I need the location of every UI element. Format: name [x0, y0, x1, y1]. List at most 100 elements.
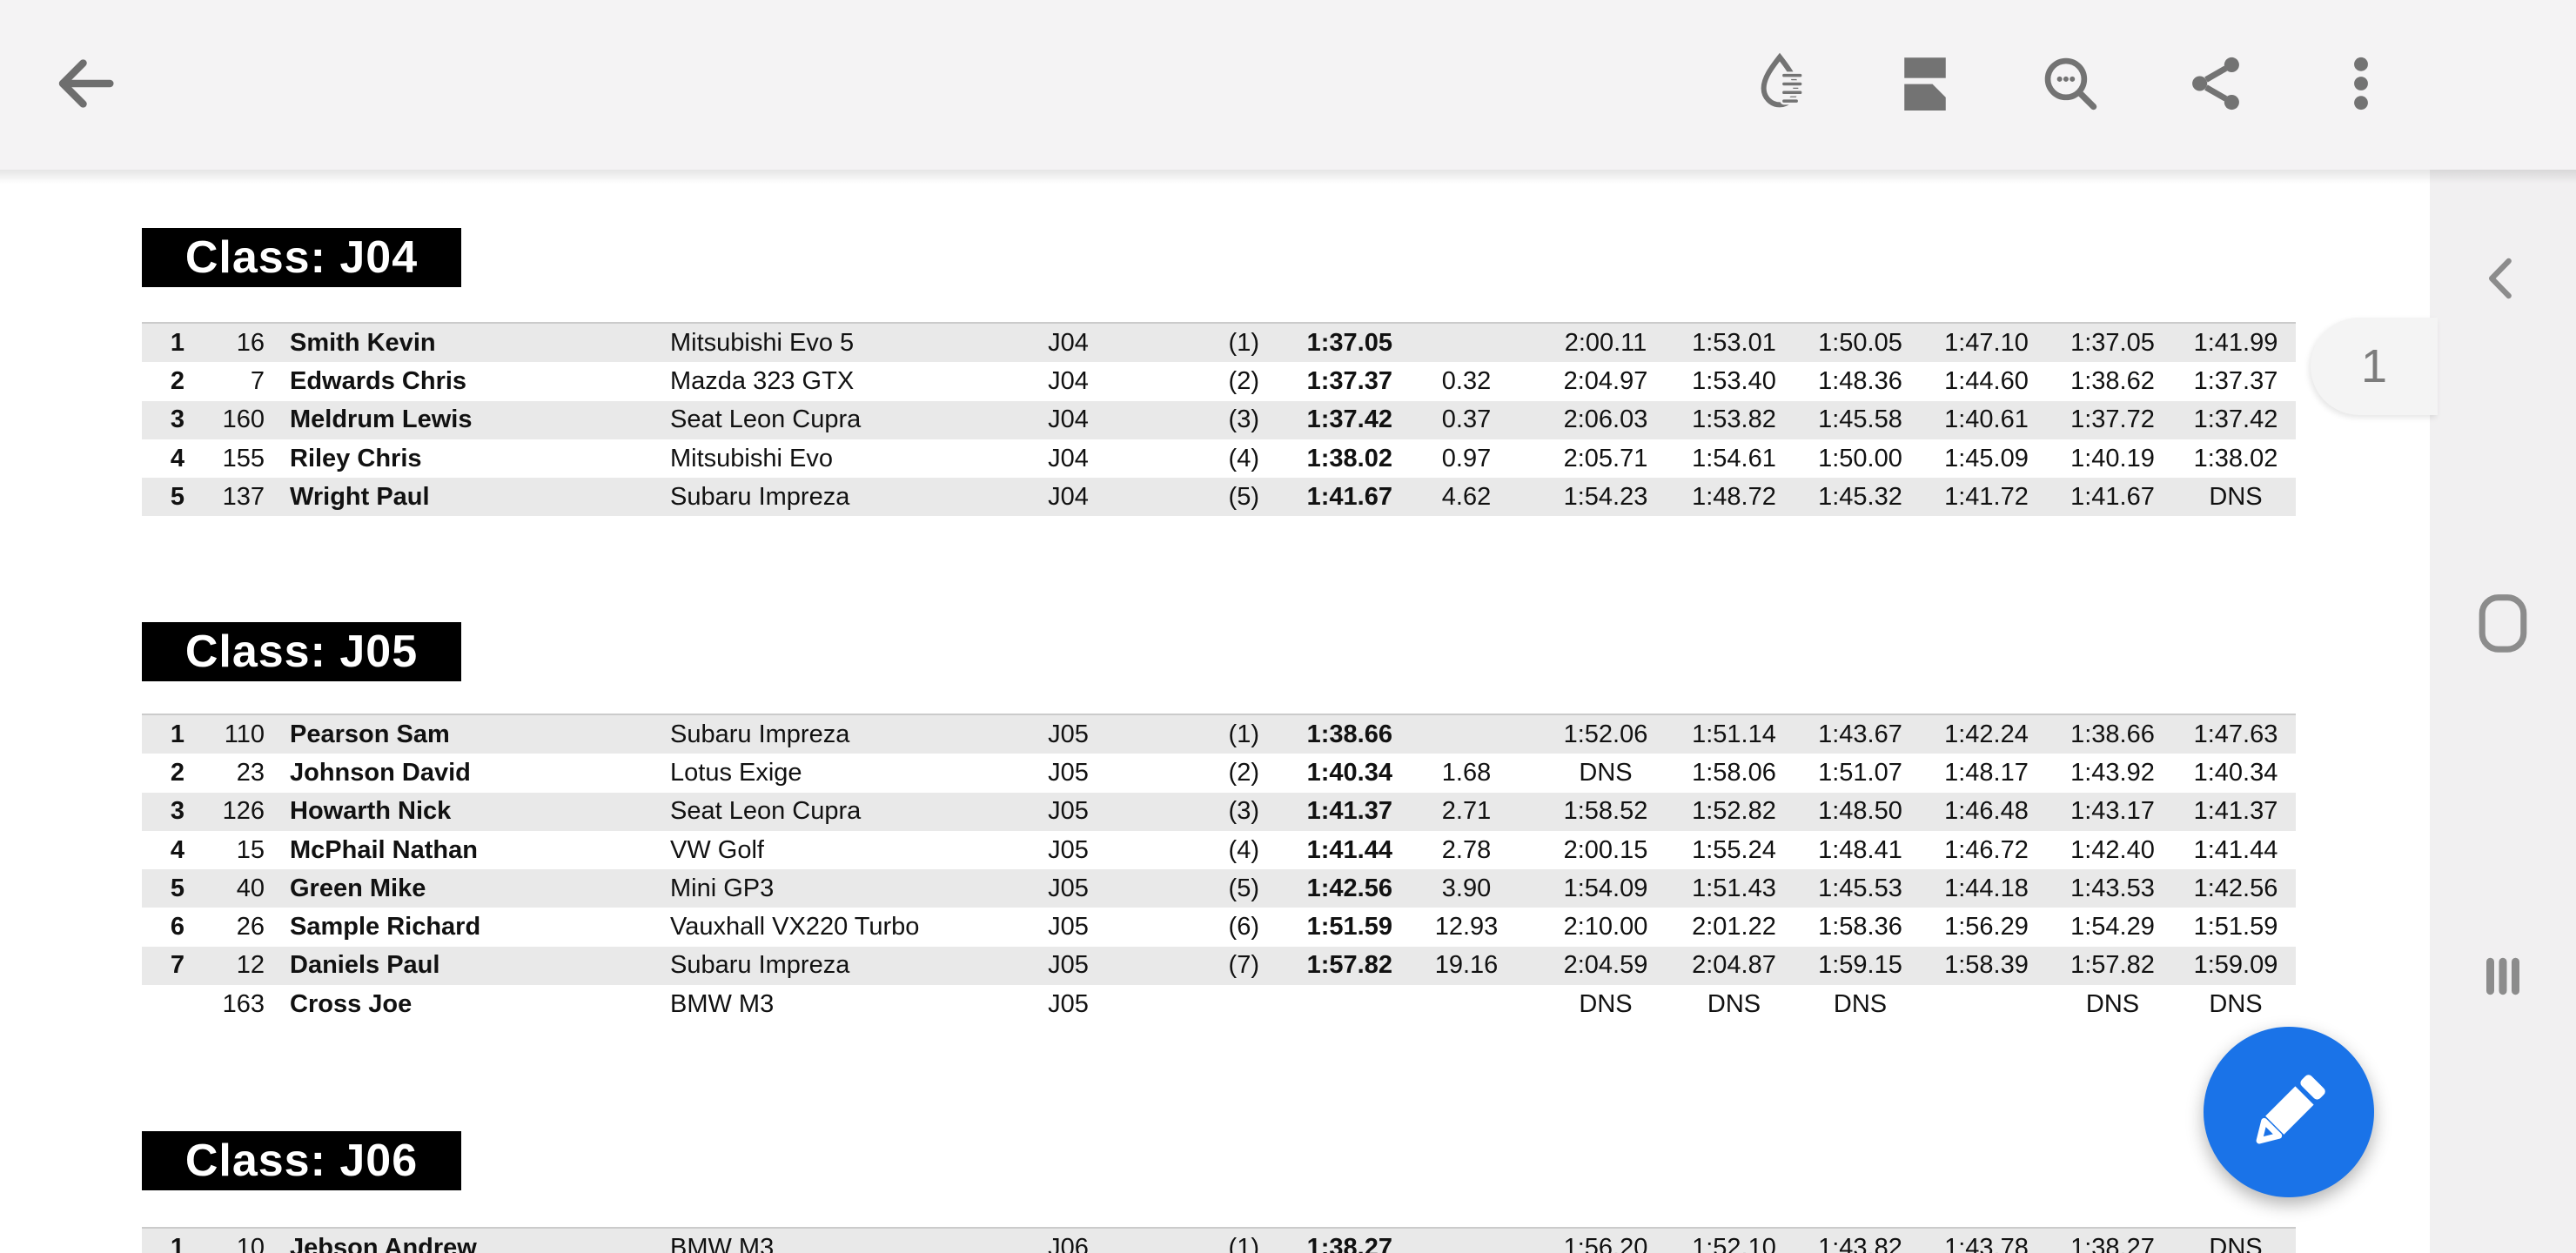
cell-diff: 3.90 — [1392, 869, 1540, 908]
cell-stage-6: 1:41.44 — [2193, 835, 2278, 864]
cell-best — [1266, 985, 1392, 1023]
cell-car: Lotus Exige — [670, 758, 802, 787]
cell-stage-2: DNS — [1707, 989, 1761, 1018]
pdf-page[interactable]: Class: J04 1 16 Smith Kevin Mitsubishi Evo 5… — [0, 170, 2430, 1253]
cell-best: 1:57.82 — [1266, 946, 1392, 986]
cell-cls: J05 — [1010, 869, 1127, 908]
cell-stage-1: 2:06.03 — [1540, 400, 1671, 439]
cell-driver: Cross Joe — [290, 989, 413, 1018]
cell-driver: Green Mike — [268, 869, 670, 908]
cell-pos: 6 — [170, 913, 184, 941]
cell-driver: Smith Kevin — [268, 321, 670, 363]
page-indicator[interactable]: 1 — [2311, 318, 2438, 415]
cell-stage-2: 1:51.14 — [1671, 713, 1797, 754]
cell-pos: 4 — [170, 835, 184, 864]
cell-car: Mazda 323 GTX — [670, 366, 855, 395]
cell-stage-3: 1:48.50 — [1797, 792, 1923, 831]
cell-cls_pos: (6) — [1228, 913, 1259, 941]
cell-best: 1:38.02 — [1306, 444, 1392, 472]
table-row: 6 26 Sample Richard Vauxhall VX220 Turbo J05… — [142, 908, 2296, 946]
share-button[interactable] — [2184, 53, 2248, 117]
cell-stage-6: 1:37.42 — [2176, 400, 2296, 439]
cell-stage-4: 1:44.60 — [1944, 366, 2029, 395]
page-overview-button[interactable] — [2468, 586, 2538, 664]
cell-stage-1: 1:58.52 — [1540, 792, 1671, 831]
back-button[interactable] — [52, 53, 117, 117]
pencil-icon — [2237, 1059, 2341, 1166]
results-table: 1 110 Pearson Sam Subaru Impreza J05 (1) 1:38.… — [142, 713, 2296, 1023]
cell-best: 1:37.37 — [1306, 366, 1392, 395]
cell-stage-6: DNS — [2176, 478, 2296, 517]
cell-stage-1: 1:52.06 — [1540, 713, 1671, 754]
cell-best: 1:41.44 — [1306, 835, 1392, 864]
cell-cls_pos: (5) — [1127, 869, 1266, 908]
page-layout-button[interactable] — [1893, 53, 1957, 117]
cell-stage-3: DNS — [1833, 989, 1888, 1018]
cell-stage-3: 1:48.41 — [1818, 835, 1902, 864]
cell-cls_pos — [1127, 985, 1266, 1023]
cell-pos: 2 — [170, 758, 184, 787]
cell-car: BMW M3 — [670, 989, 775, 1018]
search-button[interactable] — [2038, 53, 2103, 117]
cell-stage-2: 1:54.61 — [1692, 444, 1776, 472]
cell-stage-4: 1:44.18 — [1923, 869, 2049, 908]
cell-cls_pos: (2) — [1228, 366, 1259, 395]
cell-diff: 2.78 — [1441, 835, 1492, 864]
cell-car: Mitsubishi Evo 5 — [670, 321, 1010, 363]
cell-stage-6: 1:40.34 — [2193, 758, 2278, 787]
cell-stage-5: 1:54.29 — [2070, 913, 2155, 941]
cell-pos: 3 — [142, 792, 187, 831]
table-row: 4 155 Riley Chris Mitsubishi Evo J04 (4) 1:38.… — [142, 439, 2296, 478]
toolbar-actions — [1748, 52, 2576, 117]
cell-diff — [1392, 713, 1540, 754]
cell-car: Seat Leon Cupra — [670, 400, 1010, 439]
cell-stage-2: 1:48.72 — [1671, 478, 1797, 517]
cell-num: 26 — [236, 913, 265, 941]
cell-best: 1:51.59 — [1306, 913, 1392, 941]
cell-best: 1:38.27 — [1266, 1226, 1392, 1253]
cell-cls_pos: (4) — [1228, 835, 1259, 864]
top-toolbar — [0, 0, 2576, 170]
cell-stage-3: 1:59.15 — [1797, 946, 1923, 986]
table-row: 163 Cross Joe BMW M3 J05 DNS DNS DNS DNS DNS — [142, 985, 2296, 1023]
more-options-button[interactable] — [2329, 53, 2393, 117]
cell-best: 1:41.67 — [1266, 478, 1392, 517]
cell-stage-6: 1:41.37 — [2176, 792, 2296, 831]
class-header: Class: J05 — [142, 622, 461, 681]
cell-stage-2: 1:58.06 — [1692, 758, 1776, 787]
cell-car: Subaru Impreza — [670, 478, 1010, 517]
cell-num: 160 — [187, 400, 268, 439]
cell-cls: J04 — [1010, 321, 1127, 363]
cell-cls_pos: (5) — [1127, 478, 1266, 517]
cell-stage-3: 1:45.53 — [1797, 869, 1923, 908]
cell-stage-5: 1:42.40 — [2070, 835, 2155, 864]
cell-cls_pos: (1) — [1127, 713, 1266, 754]
panel-handle-button[interactable] — [2468, 942, 2538, 1012]
cell-stage-1: 2:05.71 — [1563, 444, 1648, 472]
cell-stage-1: DNS — [1579, 758, 1633, 787]
cell-best: 1:41.37 — [1266, 792, 1392, 831]
cell-stage-5: 1:41.67 — [2049, 478, 2176, 517]
table-row: 1 110 Pearson Sam Subaru Impreza J05 (1) 1:38.… — [142, 713, 2296, 754]
cell-cls: J05 — [1010, 713, 1127, 754]
cell-cls: J04 — [1048, 444, 1089, 472]
cell-stage-3: 1:45.32 — [1797, 478, 1923, 517]
collapse-panel-button[interactable] — [2468, 245, 2538, 314]
cell-stage-5: 1:38.66 — [2049, 713, 2176, 754]
cell-cls_pos: (1) — [1127, 321, 1266, 363]
edit-fab[interactable] — [2204, 1027, 2374, 1197]
ink-annotations-button[interactable] — [1748, 52, 1812, 117]
cell-driver: Jebson Andrew — [268, 1226, 670, 1253]
cell-diff: 4.62 — [1392, 478, 1540, 517]
cell-stage-2: 1:53.40 — [1692, 366, 1776, 395]
cell-num: 126 — [187, 792, 268, 831]
cell-stage-6: 1:59.09 — [2176, 946, 2296, 986]
chevron-left-icon — [2475, 251, 2531, 309]
table-row: 1 16 Smith Kevin Mitsubishi Evo 5 J04 (1) 1:37… — [142, 321, 2296, 363]
cell-best: 1:42.56 — [1266, 869, 1392, 908]
cell-driver: Johnson David — [290, 758, 471, 787]
cell-cls: J06 — [1010, 1226, 1127, 1253]
cell-diff: 2.71 — [1392, 792, 1540, 831]
cell-num: 12 — [187, 946, 268, 986]
cell-stage-1: 1:54.09 — [1540, 869, 1671, 908]
